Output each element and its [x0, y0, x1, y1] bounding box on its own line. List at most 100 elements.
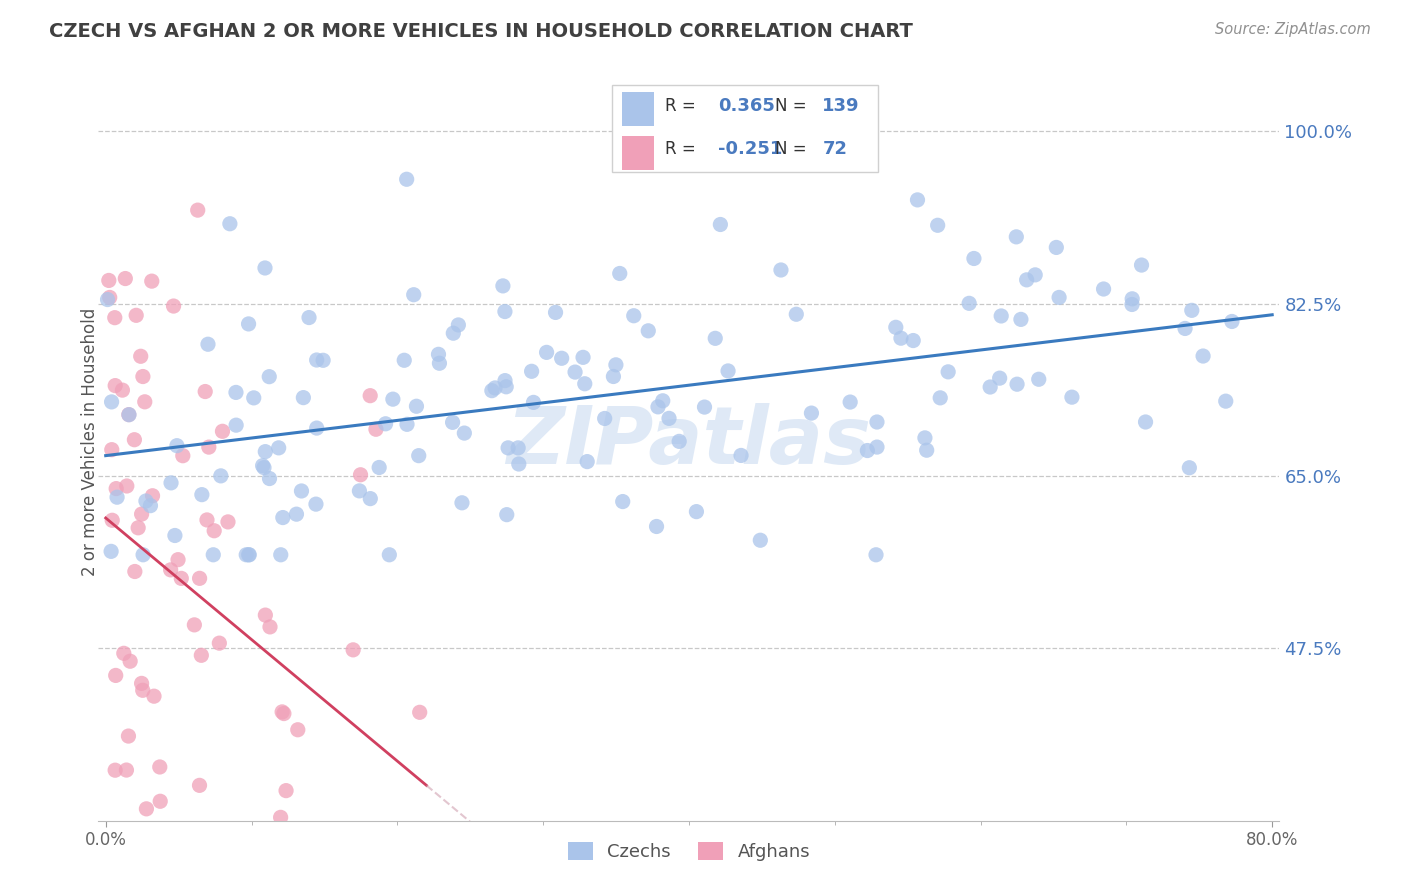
Point — [1028, 372, 1050, 386]
Point — [188, 571, 211, 585]
Point — [118, 408, 141, 422]
Point — [198, 440, 221, 454]
Point — [612, 494, 634, 508]
Point — [427, 347, 450, 361]
Point — [305, 353, 328, 368]
FancyBboxPatch shape — [612, 85, 877, 172]
Point — [637, 324, 659, 338]
Point — [903, 334, 925, 348]
Point — [451, 496, 474, 510]
Point — [270, 548, 292, 562]
Point — [602, 369, 624, 384]
Point — [253, 260, 276, 275]
Text: R =: R = — [665, 97, 696, 115]
Point — [252, 458, 274, 473]
Point — [101, 513, 124, 527]
Point — [605, 358, 627, 372]
Point — [162, 841, 184, 855]
Point — [111, 383, 134, 397]
Point — [132, 683, 155, 698]
Point — [576, 454, 599, 468]
Point — [508, 441, 530, 455]
Point — [1047, 290, 1070, 304]
Point — [118, 408, 141, 422]
Point — [305, 421, 328, 435]
Point — [494, 304, 516, 318]
Point — [187, 203, 209, 218]
Point — [394, 353, 416, 368]
Point — [495, 380, 517, 394]
Point — [127, 521, 149, 535]
Point — [242, 391, 264, 405]
Point — [292, 391, 315, 405]
Point — [380, 861, 402, 875]
Point — [914, 431, 936, 445]
Point — [544, 305, 567, 319]
Text: N =: N = — [775, 140, 807, 159]
Point — [1135, 415, 1157, 429]
Point — [104, 871, 127, 885]
Point — [149, 760, 172, 774]
Point — [536, 345, 558, 359]
Point — [298, 310, 321, 325]
Point — [800, 406, 823, 420]
Point — [408, 449, 430, 463]
Point — [1121, 292, 1143, 306]
Point — [238, 548, 260, 562]
Point — [704, 331, 727, 345]
Point — [162, 299, 184, 313]
Point — [405, 399, 427, 413]
Point — [125, 309, 148, 323]
Point — [374, 417, 396, 431]
Text: CZECH VS AFGHAN 2 OR MORE VEHICLES IN HOUSEHOLD CORRELATION CHART: CZECH VS AFGHAN 2 OR MORE VEHICLES IN HO… — [49, 22, 912, 41]
Point — [378, 548, 401, 562]
Point — [1015, 273, 1038, 287]
Point — [856, 443, 879, 458]
Point — [100, 544, 122, 558]
Point — [191, 488, 214, 502]
Point — [257, 369, 280, 384]
Point — [104, 378, 127, 392]
Point — [159, 563, 181, 577]
Point — [429, 356, 451, 370]
Point — [131, 676, 153, 690]
Point — [730, 449, 752, 463]
Point — [927, 219, 949, 233]
Point — [141, 489, 163, 503]
Point — [593, 411, 616, 425]
Point — [105, 490, 128, 504]
Point — [609, 267, 631, 281]
Point — [494, 374, 516, 388]
Point — [1005, 377, 1028, 392]
Point — [98, 290, 121, 304]
Point — [170, 571, 193, 585]
Point — [929, 391, 952, 405]
Point — [1181, 303, 1204, 318]
Y-axis label: 2 or more Vehicles in Household: 2 or more Vehicles in Household — [82, 308, 98, 575]
Point — [1005, 230, 1028, 244]
Point — [1130, 258, 1153, 272]
Point — [104, 310, 127, 325]
Point — [225, 418, 247, 433]
Point — [866, 415, 889, 429]
Point — [441, 415, 464, 429]
Point — [957, 296, 980, 310]
Point — [717, 364, 740, 378]
Point — [481, 384, 503, 398]
Point — [496, 441, 519, 455]
Point — [163, 866, 186, 880]
Point — [685, 505, 707, 519]
Text: 0.365: 0.365 — [718, 97, 775, 115]
Point — [129, 349, 152, 363]
Point — [915, 443, 938, 458]
Text: 139: 139 — [823, 97, 860, 115]
Point — [132, 369, 155, 384]
Point — [441, 326, 464, 341]
Point — [769, 263, 792, 277]
Point — [273, 706, 295, 721]
Point — [349, 467, 371, 482]
Point — [100, 442, 122, 457]
Point — [1174, 321, 1197, 335]
Point — [1192, 349, 1215, 363]
Point — [884, 320, 907, 334]
